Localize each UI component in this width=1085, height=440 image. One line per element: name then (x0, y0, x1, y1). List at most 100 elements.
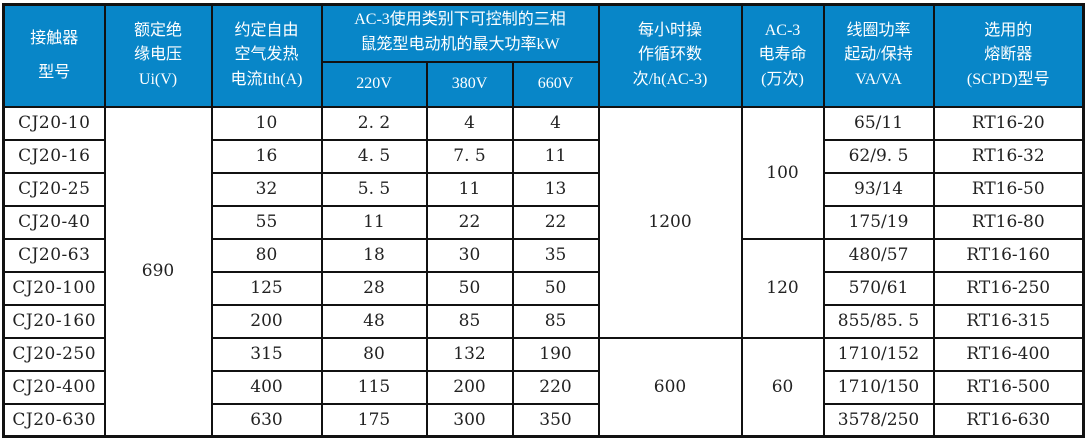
coil-power-cell: 1710/150 (822, 369, 935, 405)
model-cell: CJ20-160 (2, 303, 106, 339)
model-cell: CJ20-10 (2, 105, 106, 141)
insulation-voltage-cell: 690 (103, 105, 213, 438)
fuse-cell: RT16-160 (932, 237, 1085, 273)
model-cell: CJ20-250 (2, 336, 106, 372)
header-electrical-life: AC-3 电寿命 (万次) (740, 3, 825, 108)
coil-power-cell: 62/9. 5 (822, 138, 935, 174)
power-380v-cell: 50 (425, 270, 514, 306)
table-row: CJ20-630 630 175 300 350 3578/250 RT16-6… (2, 402, 1085, 438)
fuse-cell: RT16-80 (932, 204, 1085, 240)
power-220v-cell: 5. 5 (320, 171, 428, 207)
thermal-current-cell: 10 (210, 105, 323, 141)
table-row: CJ20-400 400 115 200 220 1710/150 RT16-5… (2, 369, 1085, 405)
power-660v-cell: 22 (511, 204, 600, 240)
fuse-cell: RT16-315 (932, 303, 1085, 339)
thermal-current-cell: 16 (210, 138, 323, 174)
coil-power-cell: 175/19 (822, 204, 935, 240)
power-380v-cell: 22 (425, 204, 514, 240)
header-fuse: 选用的 熔断器 (SCPD)型号 (932, 3, 1085, 108)
thermal-current-cell: 400 (210, 369, 323, 405)
fuse-cell: RT16-630 (932, 402, 1085, 438)
model-cell: CJ20-63 (2, 237, 106, 273)
power-220v-cell: 175 (320, 402, 428, 438)
table-body: CJ20-10 690 10 2. 2 4 4 1200 100 65/11 R… (2, 105, 1085, 438)
fuse-cell: RT16-32 (932, 138, 1085, 174)
contactor-spec-table: 接触器 型号 额定绝 缘电压 Ui(V) 约定自由 空气发热 电流Ith(A) … (2, 3, 1085, 438)
power-220v-cell: 11 (320, 204, 428, 240)
coil-power-cell: 93/14 (822, 171, 935, 207)
power-220v-cell: 18 (320, 237, 428, 273)
power-220v-cell: 115 (320, 369, 428, 405)
thermal-current-cell: 55 (210, 204, 323, 240)
power-380v-cell: 200 (425, 369, 514, 405)
header-ac3-power-group: AC-3使用类别下可控制的三相 鼠笼型电动机的最大功率kW (320, 3, 600, 63)
coil-power-cell: 855/85. 5 (822, 303, 935, 339)
fuse-cell: RT16-400 (932, 336, 1085, 372)
model-cell: CJ20-100 (2, 270, 106, 306)
table-row: CJ20-100 125 28 50 50 570/61 RT16-250 (2, 270, 1085, 306)
power-380v-cell: 11 (425, 171, 514, 207)
power-660v-cell: 11 (511, 138, 600, 174)
thermal-current-cell: 32 (210, 171, 323, 207)
header-220v: 220V (320, 60, 428, 108)
model-cell: CJ20-25 (2, 171, 106, 207)
power-660v-cell: 4 (511, 105, 600, 141)
header-insulation-voltage: 额定绝 缘电压 Ui(V) (103, 3, 213, 108)
thermal-current-cell: 630 (210, 402, 323, 438)
fuse-cell: RT16-50 (932, 171, 1085, 207)
header-cycles-per-hour: 每小时操 作循环数 次/h(AC-3) (597, 3, 743, 108)
thermal-current-cell: 200 (210, 303, 323, 339)
fuse-cell: RT16-500 (932, 369, 1085, 405)
power-220v-cell: 4. 5 (320, 138, 428, 174)
power-380v-cell: 132 (425, 336, 514, 372)
power-660v-cell: 35 (511, 237, 600, 273)
header-660v: 660V (511, 60, 600, 108)
life-cell: 120 (740, 237, 825, 339)
power-380v-cell: 85 (425, 303, 514, 339)
life-cell: 100 (740, 105, 825, 240)
header-model: 接触器 型号 (2, 3, 106, 108)
model-cell: CJ20-16 (2, 138, 106, 174)
header-380v: 380V (425, 60, 514, 108)
model-cell: CJ20-630 (2, 402, 106, 438)
power-660v-cell: 190 (511, 336, 600, 372)
coil-power-cell: 480/57 (822, 237, 935, 273)
power-380v-cell: 4 (425, 105, 514, 141)
cycles-cell: 1200 (597, 105, 743, 339)
table-row: CJ20-160 200 48 85 85 855/85. 5 RT16-315 (2, 303, 1085, 339)
fuse-cell: RT16-250 (932, 270, 1085, 306)
coil-power-cell: 3578/250 (822, 402, 935, 438)
life-cell: 60 (740, 336, 825, 438)
thermal-current-cell: 125 (210, 270, 323, 306)
power-220v-cell: 80 (320, 336, 428, 372)
thermal-current-cell: 80 (210, 237, 323, 273)
model-cell: CJ20-400 (2, 369, 106, 405)
coil-power-cell: 1710/152 (822, 336, 935, 372)
table-row: CJ20-40 55 11 22 22 175/19 RT16-80 (2, 204, 1085, 240)
power-660v-cell: 13 (511, 171, 600, 207)
coil-power-cell: 570/61 (822, 270, 935, 306)
power-220v-cell: 48 (320, 303, 428, 339)
power-220v-cell: 28 (320, 270, 428, 306)
coil-power-cell: 65/11 (822, 105, 935, 141)
thermal-current-cell: 315 (210, 336, 323, 372)
fuse-cell: RT16-20 (932, 105, 1085, 141)
power-660v-cell: 220 (511, 369, 600, 405)
power-380v-cell: 300 (425, 402, 514, 438)
cycles-cell: 600 (597, 336, 743, 438)
power-380v-cell: 7. 5 (425, 138, 514, 174)
table-row: CJ20-25 32 5. 5 11 13 93/14 RT16-50 (2, 171, 1085, 207)
power-380v-cell: 30 (425, 237, 514, 273)
power-660v-cell: 350 (511, 402, 600, 438)
table-row: CJ20-250 315 80 132 190 600 60 1710/152 … (2, 336, 1085, 438)
table-header: 接触器 型号 额定绝 缘电压 Ui(V) 约定自由 空气发热 电流Ith(A) … (2, 3, 1085, 108)
table-row: CJ20-16 16 4. 5 7. 5 11 62/9. 5 RT16-32 (2, 138, 1085, 174)
power-660v-cell: 50 (511, 270, 600, 306)
header-thermal-current: 约定自由 空气发热 电流Ith(A) (210, 3, 323, 108)
power-220v-cell: 2. 2 (320, 105, 428, 141)
model-cell: CJ20-40 (2, 204, 106, 240)
power-660v-cell: 85 (511, 303, 600, 339)
table-row: CJ20-10 690 10 2. 2 4 4 1200 100 65/11 R… (2, 105, 1085, 438)
header-coil-power: 线圈功率 起动/保持 VA/VA (822, 3, 935, 108)
